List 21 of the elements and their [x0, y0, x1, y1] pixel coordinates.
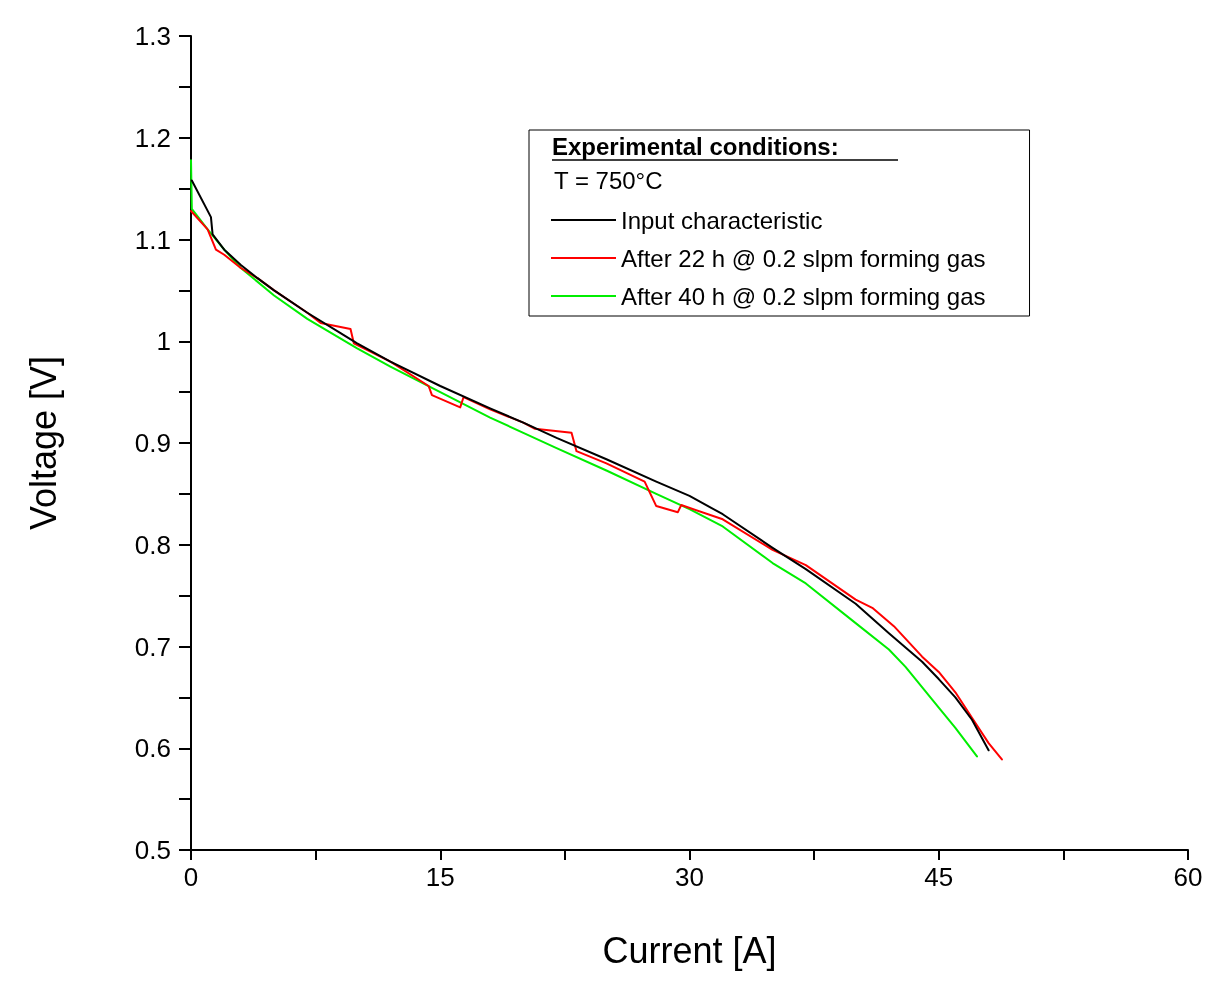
y-tick-label: 1.1: [134, 224, 171, 255]
x-tick-label: 60: [1173, 862, 1203, 892]
y-tick-label: 1: [156, 326, 171, 357]
x-tick-label: 45: [924, 862, 954, 892]
y-tick-label: 0.5: [134, 835, 171, 865]
x-tick-label: 30: [675, 862, 704, 892]
y-tick-label: 0.7: [134, 631, 171, 662]
y-axis-title: Voltage [V]: [22, 355, 64, 531]
x-tick-label: 15: [425, 862, 455, 892]
legend-label: Input characteristic: [621, 206, 823, 234]
y-tick-label: 0.9: [134, 428, 171, 458]
annotation: T = 750°C: [554, 166, 663, 194]
legend-label: After 40 h @ 0.2 slpm forming gas: [621, 282, 986, 310]
x-axis-title: Current [A]: [602, 929, 777, 971]
x-tick-label: 0: [183, 862, 199, 892]
y-tick-label: 1.3: [134, 21, 171, 51]
y-tick-label: 0.6: [134, 733, 171, 764]
legend-label: After 22 h @ 0.2 slpm forming gas: [621, 244, 986, 272]
legend-title: Experimental conditions:: [552, 132, 839, 160]
y-tick-label: 1.2: [134, 122, 171, 153]
y-tick-label: 0.8: [134, 529, 171, 560]
